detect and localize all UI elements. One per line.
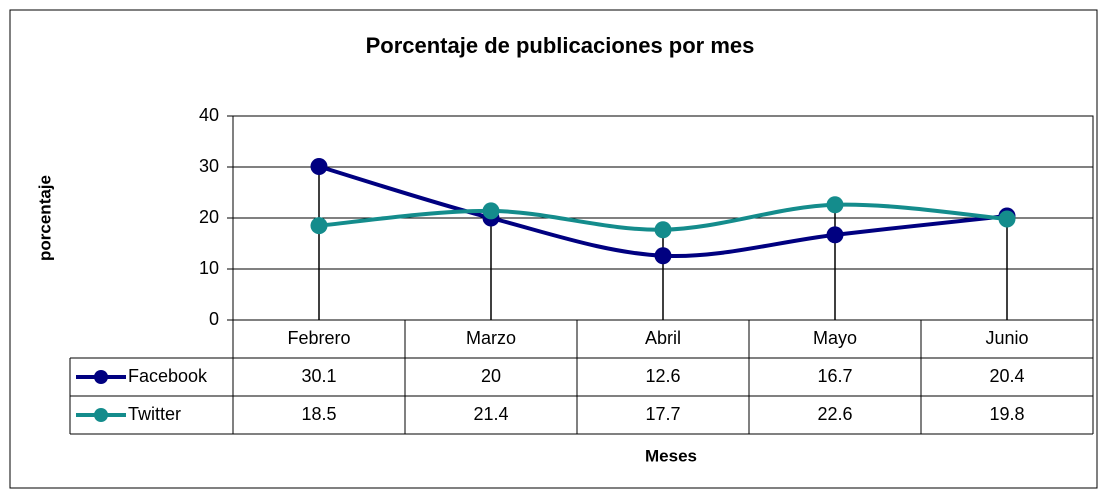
legend-marker (94, 408, 108, 422)
table-value: 16.7 (817, 366, 852, 386)
marker (998, 210, 1016, 228)
table-value: 18.5 (301, 404, 336, 424)
x-tick-label: Abril (645, 328, 681, 348)
y-axis-title: porcentaje (35, 175, 54, 261)
table-value: 21.4 (473, 404, 508, 424)
table-value: 30.1 (301, 366, 336, 386)
y-tick-label: 0 (209, 309, 219, 329)
marker (826, 226, 844, 244)
x-tick-label: Marzo (466, 328, 516, 348)
table-value: 22.6 (817, 404, 852, 424)
table-value: 20 (481, 366, 501, 386)
chart-border (9, 9, 1098, 489)
table-value: 17.7 (645, 404, 680, 424)
marker (654, 247, 672, 265)
x-tick-label: Junio (985, 328, 1028, 348)
legend-marker (94, 370, 108, 384)
y-tick-label: 40 (199, 105, 219, 125)
x-axis-title: Meses (645, 446, 697, 465)
chart-title: Porcentaje de publicaciones por mes (366, 33, 755, 58)
marker (310, 157, 328, 175)
y-tick-label: 20 (199, 207, 219, 227)
x-tick-label: Mayo (813, 328, 857, 348)
table-value: 12.6 (645, 366, 680, 386)
marker (826, 196, 844, 214)
y-tick-label: 30 (199, 156, 219, 176)
marker (654, 221, 672, 239)
marker (310, 217, 328, 235)
marker (482, 202, 500, 220)
x-tick-label: Febrero (287, 328, 350, 348)
y-tick-label: 10 (199, 258, 219, 278)
legend-label: Facebook (128, 366, 208, 386)
table-value: 19.8 (989, 404, 1024, 424)
legend-label: Twitter (128, 404, 181, 424)
table-value: 20.4 (989, 366, 1024, 386)
